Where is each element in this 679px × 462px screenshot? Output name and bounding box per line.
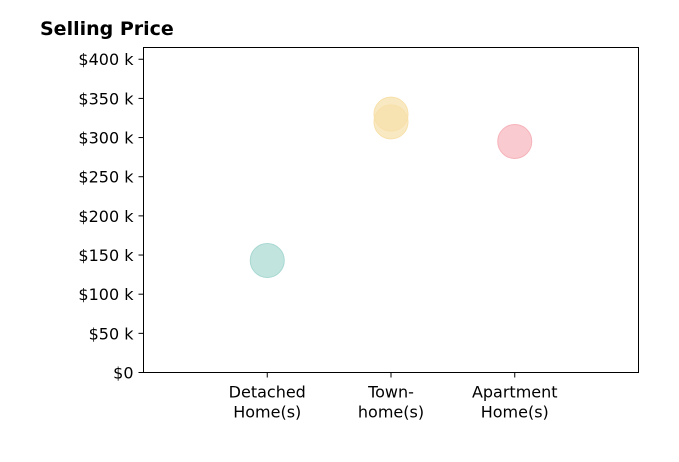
x-tick-label: Apartment Home(s) xyxy=(472,383,558,422)
y-tick-label: $400 k xyxy=(78,50,134,69)
x-tick-label: Town-home(s) xyxy=(358,383,424,422)
y-tick-label: $300 k xyxy=(78,129,134,148)
y-axis: $0 $50 k $100 k $150 k $200 k $250 k $300 k $35… xyxy=(78,50,144,383)
y-tick-label: $150 k xyxy=(78,246,134,265)
data-point xyxy=(497,123,533,159)
points-layer xyxy=(249,96,533,279)
data-point xyxy=(373,104,409,140)
y-tick-label: $50 k xyxy=(89,324,135,343)
y-tick-label: $200 k xyxy=(78,207,134,226)
y-tick-label: $250 k xyxy=(78,168,134,187)
x-axis: Detached Home(s) Town-home(s) Apartment Home… xyxy=(229,372,558,422)
y-tick-label: $350 k xyxy=(78,89,134,108)
x-tick-label: Detached Home(s) xyxy=(229,383,306,422)
chart-title: Selling Price xyxy=(40,18,174,40)
plot-area xyxy=(143,47,639,373)
y-tick-label: $100 k xyxy=(78,285,134,304)
y-tick-label: $0 xyxy=(113,364,133,383)
data-point xyxy=(249,243,285,279)
